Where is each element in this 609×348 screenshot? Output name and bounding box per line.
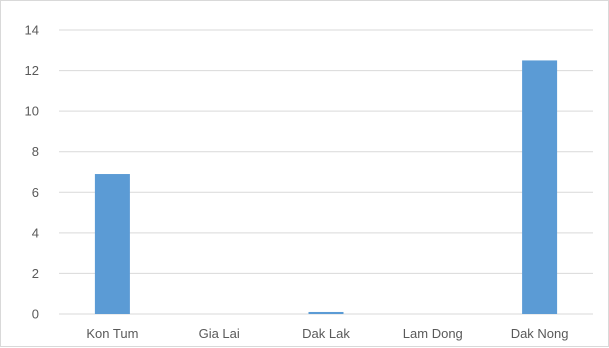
x-tick-label: Lam Dong	[403, 326, 463, 341]
x-axis-ticks: Kon Tum Gia Lai Dak Lak Lam Dong Dak Nong	[86, 326, 568, 341]
bars	[94, 60, 558, 314]
y-tick-label: 2	[32, 266, 39, 281]
y-tick-label: 6	[32, 185, 39, 200]
y-tick-label: 10	[25, 104, 39, 119]
bar-dak-nong	[522, 60, 558, 314]
bar-kon-tum	[94, 174, 130, 314]
x-tick-label: Dak Lak	[302, 326, 350, 341]
gridlines	[59, 29, 593, 315]
y-tick-label: 14	[25, 23, 39, 38]
x-tick-label: Dak Nong	[511, 326, 569, 341]
y-tick-label: 4	[32, 225, 39, 240]
y-tick-label: 0	[32, 307, 39, 322]
x-tick-label: Gia Lai	[199, 326, 240, 341]
y-axis-ticks: 0 2 4 6 8 10 12 14	[25, 23, 39, 322]
y-tick-label: 8	[32, 144, 39, 159]
x-tick-label: Kon Tum	[86, 326, 138, 341]
bar-dak-lak	[308, 311, 344, 314]
y-tick-label: 12	[25, 63, 39, 78]
